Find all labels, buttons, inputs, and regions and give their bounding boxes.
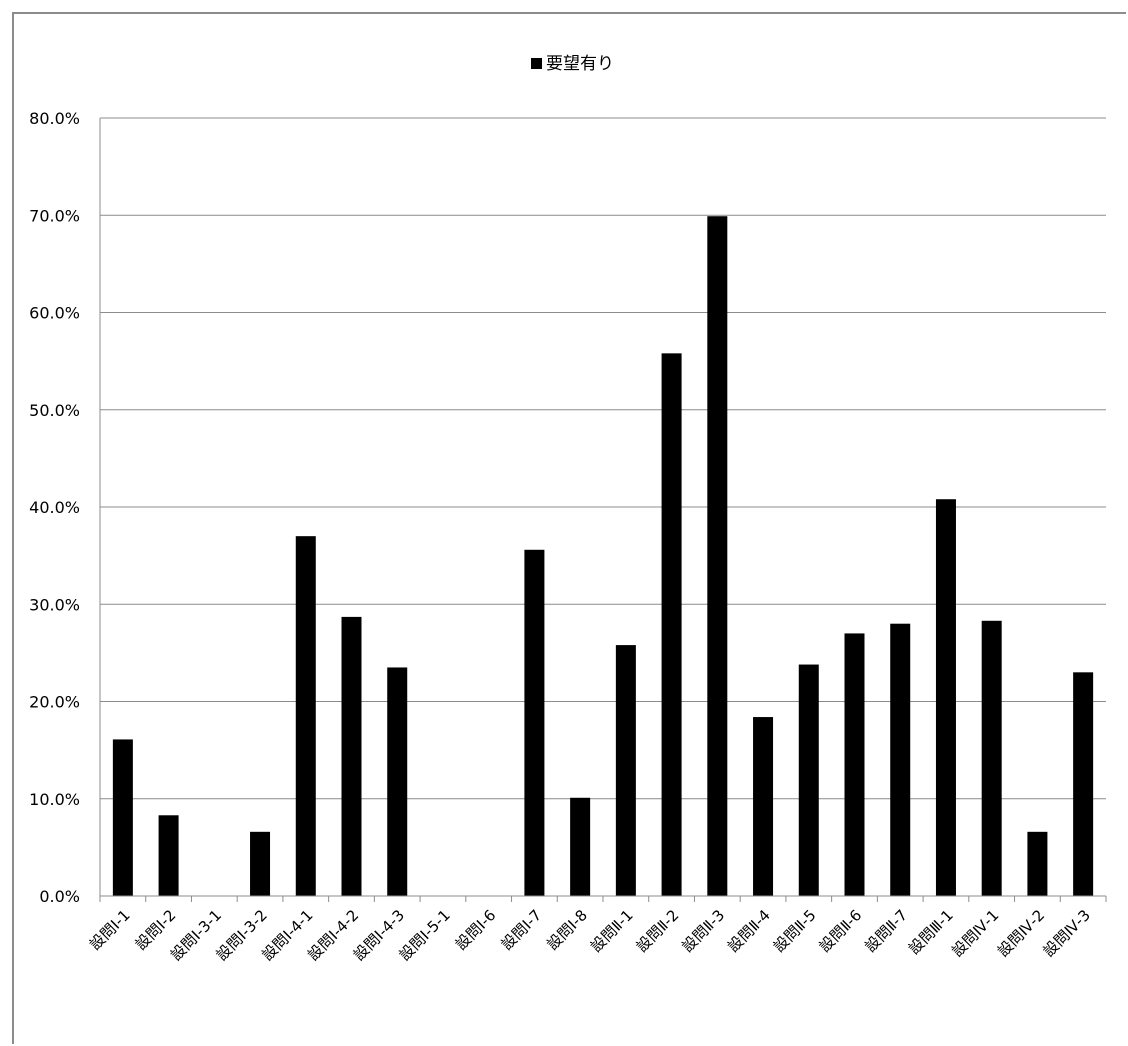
bar <box>1073 672 1094 896</box>
x-tick-label: 設問Ⅱ-4 <box>724 906 774 956</box>
bar <box>935 499 956 896</box>
y-tick-label: 50.0% <box>29 401 80 420</box>
y-tick-label: 20.0% <box>29 693 80 712</box>
x-tick-label: 設問Ⅱ-6 <box>816 906 866 956</box>
bar <box>250 831 271 896</box>
y-tick-label: 10.0% <box>29 790 80 809</box>
x-axis <box>99 118 1107 902</box>
bar <box>661 353 682 897</box>
y-tick-label: 40.0% <box>29 498 80 517</box>
bar <box>981 620 1002 896</box>
bar <box>844 633 865 896</box>
bar <box>570 797 591 896</box>
bar <box>798 664 819 896</box>
y-tick-label: 70.0% <box>29 206 80 225</box>
bar <box>112 739 133 896</box>
y-tick-label: 0.0% <box>39 887 80 906</box>
bar <box>387 667 408 896</box>
y-tick-label: 80.0% <box>29 109 80 128</box>
x-tick-label: 設問Ⅰ-1 <box>86 906 134 954</box>
x-tick-label: 設問Ⅱ-5 <box>770 906 820 956</box>
x-tick-label: 設問Ⅲ-1 <box>905 906 957 958</box>
bar <box>295 536 316 896</box>
x-tick-label: 設問Ⅰ-7 <box>498 906 546 954</box>
x-tick-label: 設問Ⅱ-3 <box>678 906 728 956</box>
legend: 要望有り <box>531 54 614 74</box>
y-axis-ticks: 0.0% 10.0% 20.0% 30.0% 40.0% 50.0% 60.0% 70.0% 8… <box>29 109 80 906</box>
bar <box>615 645 636 896</box>
x-tick-label: 設問Ⅱ-7 <box>861 906 911 956</box>
x-tick-label: 設問Ⅳ-2 <box>994 906 1048 960</box>
x-tick-label: 設問Ⅱ-1 <box>587 906 637 956</box>
legend-swatch <box>531 58 542 69</box>
x-axis-labels: 設問Ⅰ-1設問Ⅰ-2設問Ⅰ-3-1設問Ⅰ-3-2設問Ⅰ-4-1設問Ⅰ-4-2設問… <box>86 906 1094 964</box>
bars <box>112 216 1094 897</box>
bar <box>341 616 362 896</box>
bar <box>158 815 179 896</box>
legend-label: 要望有り <box>546 54 614 74</box>
bar <box>524 549 545 896</box>
bar <box>753 717 774 896</box>
bar <box>707 216 728 896</box>
x-tick-label: 設問Ⅰ-5-1 <box>396 906 454 964</box>
x-tick-label: 設問Ⅱ-2 <box>633 906 683 956</box>
x-tick-label: 設問Ⅰ-6 <box>452 906 500 954</box>
y-tick-label: 30.0% <box>29 595 80 614</box>
bar <box>1027 831 1048 896</box>
x-tick-label: 設問Ⅳ-1 <box>948 906 1002 960</box>
x-tick-label: 設問Ⅰ-8 <box>543 906 591 954</box>
x-tick-label: 設問Ⅳ-3 <box>1040 906 1094 960</box>
y-tick-label: 60.0% <box>29 304 80 323</box>
bar <box>890 623 911 896</box>
